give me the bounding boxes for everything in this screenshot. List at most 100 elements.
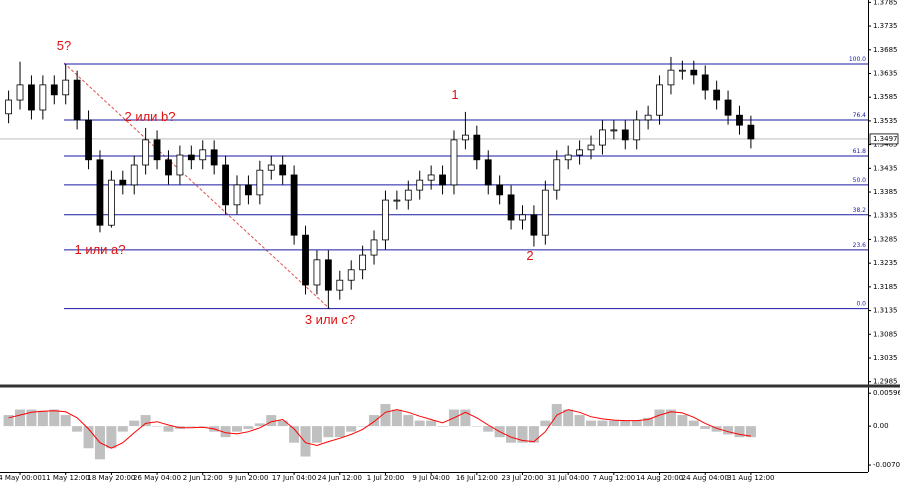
fib-label: 100.0 [849,56,866,63]
x-tick-label: 31 Aug 12:00 [727,474,774,482]
x-tick-label: 24 Aug 04:00 [682,474,729,482]
candle-body [587,144,595,151]
candle-body [210,149,218,166]
macd-bar [414,420,425,427]
candle-body [713,89,721,101]
candle-body [633,119,641,141]
candle-body [50,84,58,96]
macd-bar [140,415,151,427]
candle-body [747,124,755,140]
y-tick-label: 1.3785 [873,0,898,6]
candle-body [644,114,652,121]
macd-bar [197,426,208,427]
candle-body [576,149,583,156]
macd-bar [26,409,37,427]
candle-body [450,139,458,186]
macd-bar [163,426,174,432]
x-tick-label: 11 May 12:00 [42,474,90,482]
macd-bar [574,415,585,427]
candle-body [404,189,412,201]
candle-body [370,239,378,256]
candle-body [256,169,264,196]
macd-bar [83,426,94,449]
macd-bar [734,426,745,438]
candle-body [461,134,469,141]
candle-body [142,139,150,166]
candle-body [553,159,561,191]
y-tick-label: 1.3385 [873,188,898,196]
fib-label: 76.4 [853,112,867,119]
x-tick-label: 18 May 20:00 [87,474,135,482]
y-tick-label: 1.3135 [873,307,898,315]
y-tick-label: 1.3685 [873,46,898,54]
fib-label: 0.0 [856,301,866,308]
candle-body [621,129,629,141]
macd-bar [106,426,117,449]
x-tick-label: 17 Jun 04:00 [272,474,316,482]
candle-body [233,184,241,206]
wave-label: 2 [526,248,533,263]
candle-body [724,99,732,116]
x-tick-label: 1 Jul 20:00 [367,474,405,482]
x-tick-label: 16 Jul 12:00 [456,474,498,482]
candle-body [347,269,355,281]
candle-body [96,159,104,226]
candle-body [187,154,195,161]
macd-bar [745,426,756,438]
macd-bar [357,426,368,427]
candle-body [176,154,184,176]
macd-bar [471,426,482,427]
candle-body [107,179,115,226]
macd-bar [528,426,539,443]
y-tick-label: 1.3085 [873,330,898,338]
macd-bar [723,426,734,435]
candle-body [199,149,207,161]
macd-bar [677,415,688,427]
candle-body [16,84,24,101]
candle-body [153,139,161,161]
candle-body [359,254,367,271]
x-tick-label: 24 Jun 12:00 [318,474,362,482]
macd-bar [700,426,711,429]
candle-body [678,69,686,72]
macd-bar [186,426,197,427]
macd-bar [254,423,265,427]
candle-body [39,84,47,111]
fib-label: 38.2 [853,207,867,214]
y-tick-label: 1.3735 [873,22,898,30]
y-tick-label: 1.3535 [873,117,898,125]
candle-body [302,234,309,286]
x-tick-label: 23 Jul 20:00 [502,474,544,482]
y-tick-label: 1.3335 [873,212,898,220]
macd-bar [129,420,140,427]
macd-bar [597,420,608,427]
macd-bar [117,426,128,432]
x-tick-label: 4 May 00:00 [0,474,42,482]
candle-body [245,184,252,196]
x-tick-label: 31 Jul 04:00 [547,474,589,482]
y-tick-label: 1.3485 [873,141,898,149]
candle-body [439,174,446,186]
macd-bar [311,426,322,443]
macd-bar [72,426,83,432]
macd-signal [8,409,751,449]
macd-bar [586,420,597,427]
macd-bar [277,420,288,427]
macd-bar [665,409,676,427]
macd-bar [323,426,334,438]
candle-body [313,259,321,286]
macd-bar [426,420,437,427]
candle-body [382,199,389,241]
candle-body [427,174,435,181]
candle-body [324,259,332,291]
macd-bar [506,426,517,443]
macd-bar [391,409,402,427]
macd-bar [437,426,448,427]
x-tick-label: 9 Jul 04:00 [412,474,450,482]
current-price-box [869,133,899,145]
candle-body [222,164,229,206]
candle-body [279,164,287,176]
candle-body [267,164,275,171]
candle-body [62,79,70,96]
